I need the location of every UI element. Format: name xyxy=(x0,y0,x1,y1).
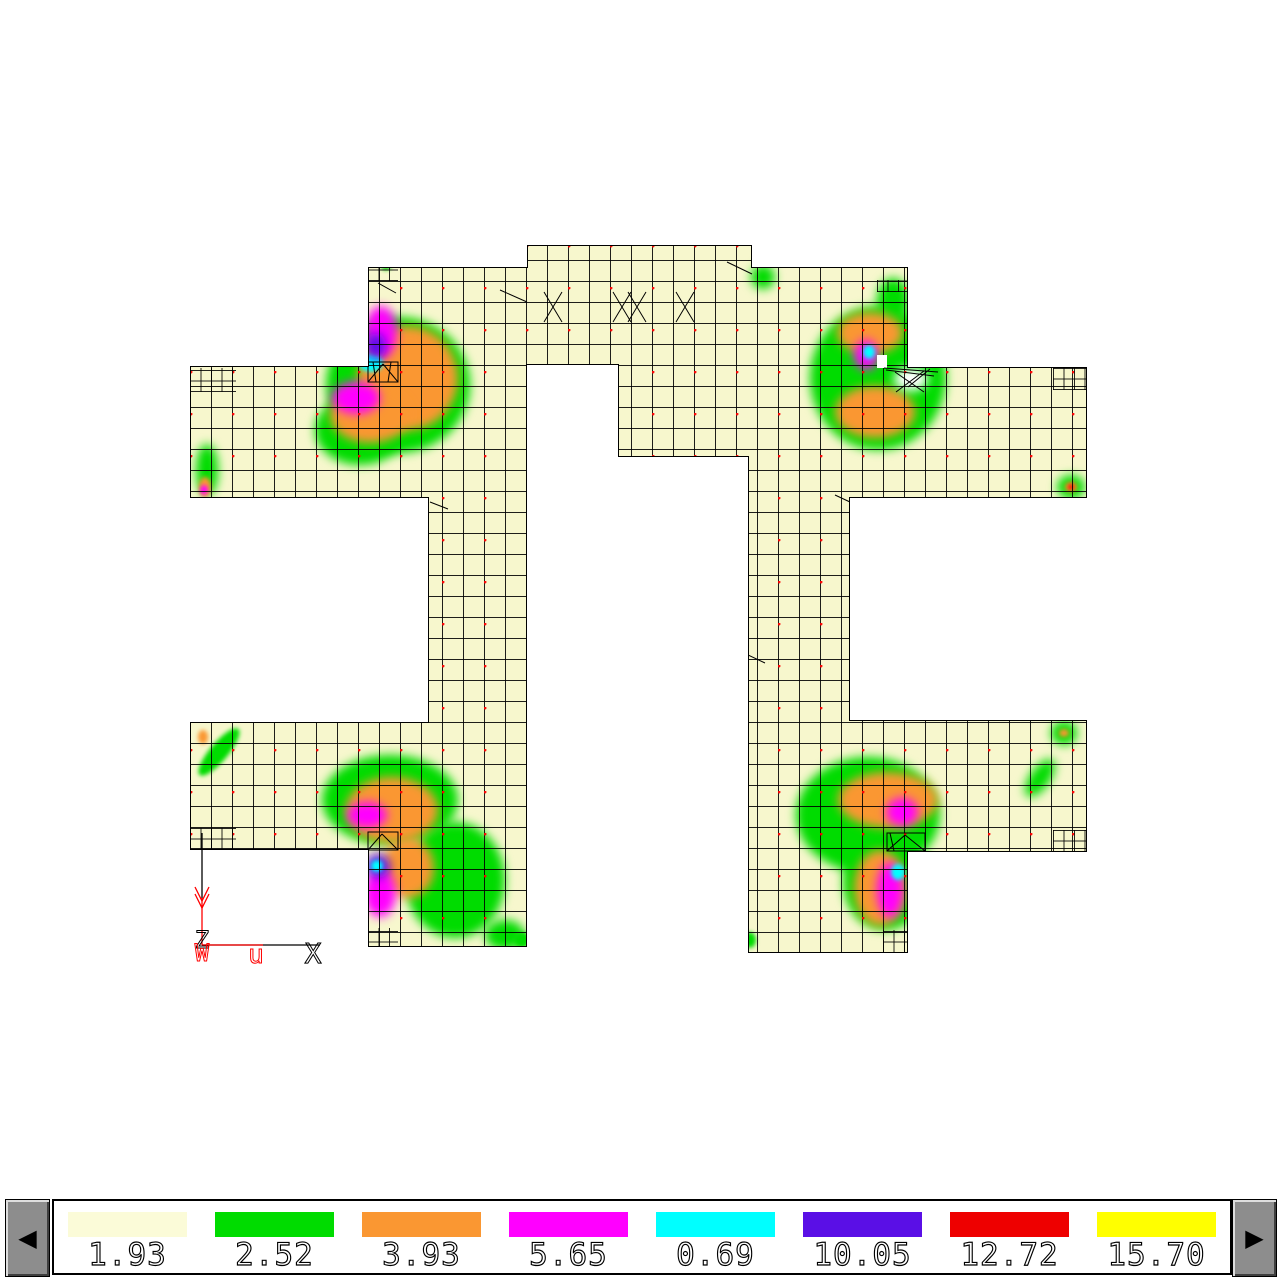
corner-subgrid xyxy=(190,368,236,392)
legend-swatch xyxy=(656,1212,775,1237)
left-arrow-icon: ◀ xyxy=(18,1224,37,1252)
corner-subgrid xyxy=(368,267,398,281)
z-axis-label: Z xyxy=(195,926,209,954)
legend-value: 1.93 xyxy=(88,1236,167,1273)
legend-entry: 5.65 xyxy=(495,1201,642,1274)
legend-swatch xyxy=(68,1212,187,1237)
legend-swatch xyxy=(215,1212,334,1237)
support-detail xyxy=(367,361,939,852)
contour-legend: 1.93 2.52 3.93 5.65 0.69 10.05 12.72 15.70 xyxy=(52,1199,1232,1275)
legend-value: 0.69 xyxy=(676,1236,755,1273)
legend-entry: 3.93 xyxy=(348,1201,495,1274)
legend-entry: 10.05 xyxy=(789,1201,936,1274)
legend-entry: 1.93 xyxy=(54,1201,201,1274)
legend-swatch xyxy=(362,1212,481,1237)
mesh-transition-marks xyxy=(377,261,1024,666)
mesh-notch xyxy=(877,355,887,368)
legend-value: 3.93 xyxy=(382,1236,461,1273)
right-arrow-icon: ▶ xyxy=(1245,1224,1264,1252)
legend-swatch xyxy=(509,1212,628,1237)
legend-value: 15.70 xyxy=(1107,1236,1206,1273)
u-axis-label: u xyxy=(248,940,264,970)
corner-subgrid xyxy=(877,280,907,292)
w-axis-label: W xyxy=(195,939,210,967)
legend-value: 5.65 xyxy=(529,1236,608,1273)
corner-subgrid xyxy=(1053,368,1087,390)
legend-entry: 15.70 xyxy=(1083,1201,1230,1274)
axis-triad: Z W u X xyxy=(194,833,322,971)
legend-swatch xyxy=(803,1212,922,1237)
legend-value: 12.72 xyxy=(960,1236,1059,1273)
legend-next-button[interactable]: ▶ xyxy=(1232,1199,1277,1277)
legend-entry: 0.69 xyxy=(642,1201,789,1274)
x-axis-label: X xyxy=(305,937,322,970)
legend-entry: 12.72 xyxy=(936,1201,1083,1274)
legend-swatch xyxy=(1097,1212,1216,1237)
legend-value: 2.52 xyxy=(235,1236,314,1273)
y-axis-arrow-icon xyxy=(194,886,210,910)
legend-entry: 2.52 xyxy=(201,1201,348,1274)
legend-value: 10.05 xyxy=(813,1236,912,1273)
corner-subgrid xyxy=(1053,830,1087,852)
legend-swatch xyxy=(950,1212,1069,1237)
legend-prev-button[interactable]: ◀ xyxy=(5,1199,50,1277)
corner-subgrid xyxy=(883,930,908,953)
